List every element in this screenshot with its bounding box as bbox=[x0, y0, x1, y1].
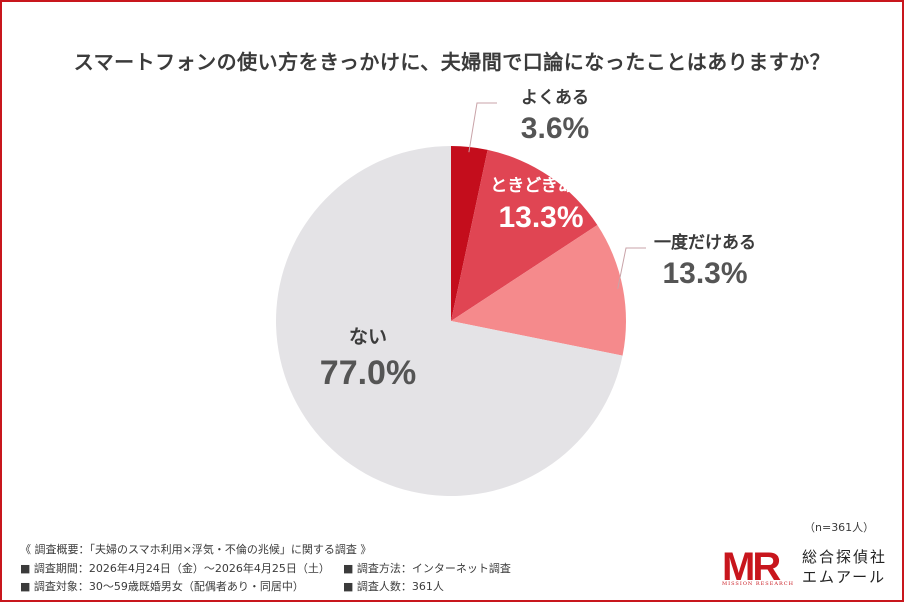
leader-line-1 bbox=[468, 102, 497, 153]
slice-category-label-1: よくある bbox=[521, 88, 589, 108]
pie-slice-3 bbox=[451, 225, 627, 356]
svg-text:MR: MR bbox=[722, 545, 781, 588]
chart-title: スマートフォンの使い方をきっかけに、夫婦間で口論になったことはありますか？ bbox=[73, 50, 831, 74]
pie-slices bbox=[276, 146, 627, 496]
pie-slice-4 bbox=[276, 146, 623, 496]
pie-slice-2 bbox=[451, 149, 598, 321]
slice-category-label-3: 一度だけある bbox=[654, 232, 756, 253]
company-name-line2: エムアール bbox=[802, 568, 887, 586]
slice-category-label-4: ない bbox=[349, 326, 387, 348]
survey-method: ■ 調査方法：インターネット調査 bbox=[343, 562, 511, 575]
slice-category-label-2: ときどきある bbox=[490, 176, 592, 196]
company-name-line1: 総合探偵社 bbox=[802, 548, 888, 566]
slice-value-label-2: 13.3% bbox=[498, 201, 583, 234]
sample-size: （n=361人） bbox=[804, 521, 875, 534]
company-name: 総合探偵社 エムアール bbox=[802, 547, 887, 587]
slice-value-label-4: 77.0% bbox=[320, 354, 416, 392]
mr-logo-icon: MR bbox=[722, 545, 784, 588]
leader-line-3 bbox=[617, 247, 646, 289]
logo-subtitle: MISSION RESEARCH bbox=[722, 581, 794, 587]
survey-target: ■ 調査対象：30〜59歳既婚男女（配偶者あり・同居中） bbox=[20, 580, 304, 593]
leader-lines bbox=[468, 102, 646, 289]
slice-value-label-1: 3.6% bbox=[521, 112, 589, 145]
survey-period: ■ 調査期間：2026年4月24日（金）〜2026年4月25日（土） bbox=[20, 562, 330, 575]
survey-overview: 《 調査概要：「夫婦のスマホ利用×浮気・不倫の兆候」に関する調査 》 bbox=[20, 543, 372, 556]
slice-labels: よくある 3.6% ときどきある 13.3% 一度だけある 13.3% ない 77.0% bbox=[320, 88, 756, 392]
survey-count: ■ 調査人数：361人 bbox=[343, 580, 444, 593]
slice-value-label-3: 13.3% bbox=[662, 257, 747, 290]
pie-slice-1 bbox=[451, 146, 488, 321]
